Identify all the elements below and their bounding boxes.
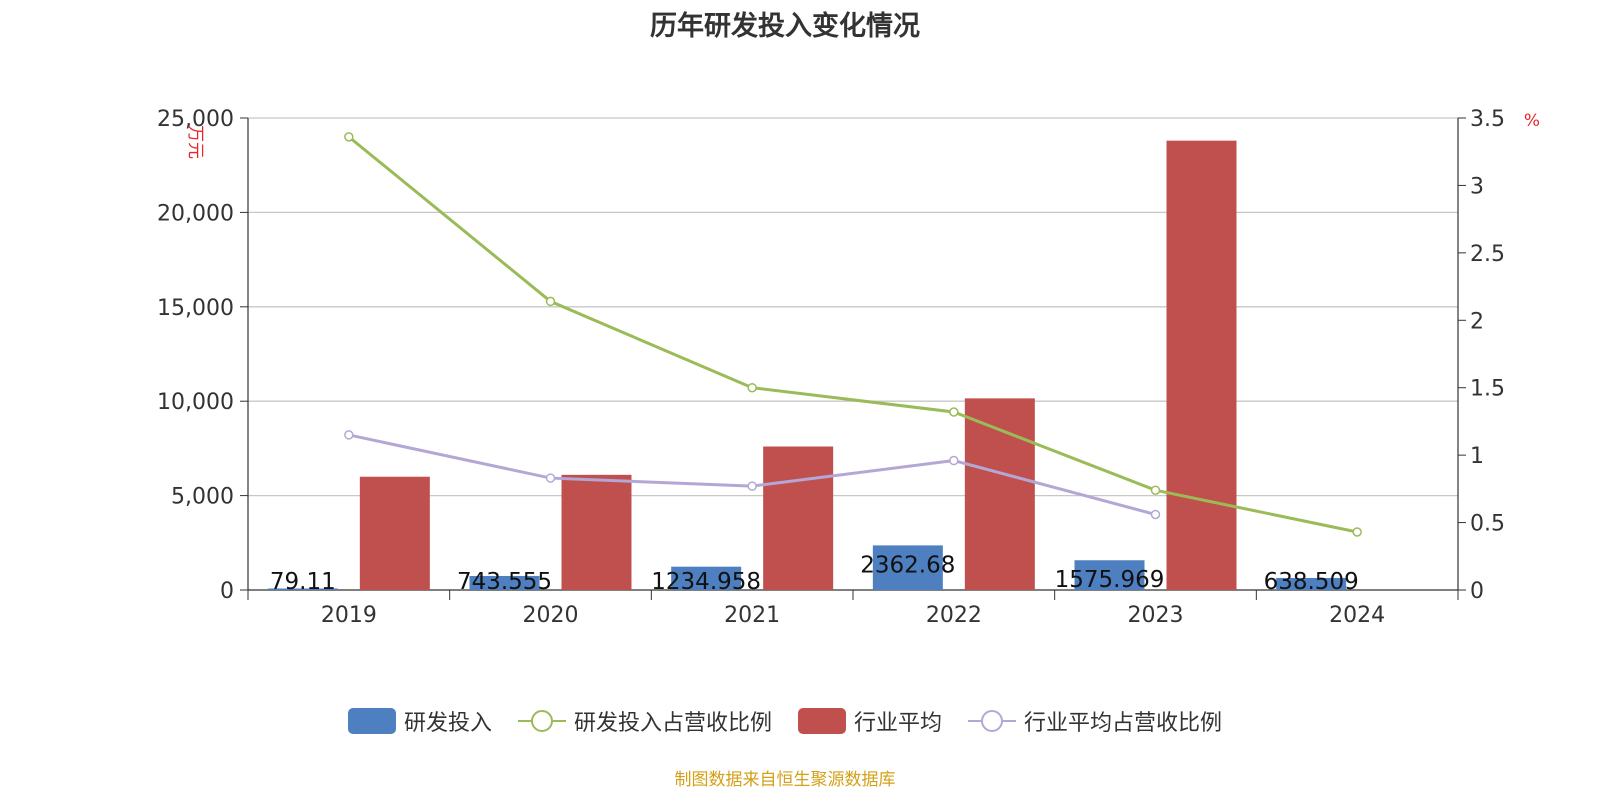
bar-rd-investment bbox=[671, 566, 742, 590]
bar-industry-average bbox=[359, 476, 430, 590]
line-rd-ratio-point bbox=[545, 296, 556, 307]
legend-item-rd-investment[interactable]: 研发投入 bbox=[347, 705, 492, 737]
y-left-tick-label: 0 bbox=[220, 579, 234, 604]
y-right-tick-label: 0.5 bbox=[1470, 512, 1505, 537]
y-right-tick-label: 0 bbox=[1470, 579, 1484, 604]
data-label-rd-investment: 2362.68 bbox=[860, 552, 955, 578]
data-label-rd-investment: 743.555 bbox=[457, 569, 552, 595]
bar-rd-investment bbox=[1276, 577, 1347, 590]
line-rd-ratio bbox=[347, 135, 1358, 534]
x-tick-label: 2023 bbox=[1128, 603, 1184, 628]
legend-item-industry-average[interactable]: 行业平均 bbox=[798, 705, 942, 737]
y-right-tick-label: 2 bbox=[1470, 309, 1484, 334]
bar-rd-investment bbox=[1074, 560, 1145, 590]
data-label-rd-investment: 1575.969 bbox=[1055, 567, 1165, 593]
line-rd-ratio-point bbox=[1352, 527, 1362, 537]
x-tick-label: 2019 bbox=[321, 603, 377, 628]
legend-line-industry-ratio-icon bbox=[968, 710, 1017, 732]
y-left-tick-label: 10,000 bbox=[157, 390, 234, 415]
legend-label-industry-average: 行业平均 bbox=[854, 711, 943, 736]
y-right-tick-label: 3 bbox=[1470, 174, 1484, 199]
legend-swatch-rd-investment bbox=[347, 708, 396, 734]
y-right-tick-label: 1.5 bbox=[1470, 377, 1505, 402]
chart-plot: 0 5,000 10,000 15,000 20,000 25,000 0 0.5 1 1.5 2 2… bbox=[157, 107, 1540, 628]
legend-item-industry-ratio[interactable]: 行业平均占营收比例 bbox=[968, 705, 1222, 737]
chart-title: 历年研发投入变化情况 bbox=[650, 11, 920, 42]
y-left-tick-label: 5,000 bbox=[171, 485, 234, 510]
bar-rd-investment bbox=[267, 588, 338, 590]
x-tick-label: 2024 bbox=[1329, 603, 1385, 628]
source-note: 制图数据来自恒生聚源数据库 bbox=[674, 770, 896, 790]
bar-industry-average bbox=[964, 398, 1035, 590]
bar-industry-average bbox=[561, 474, 632, 590]
y-left-tick-label: 15,000 bbox=[157, 296, 234, 321]
y-left-tick-label: 25,000 bbox=[157, 107, 234, 132]
line-industry-ratio-point bbox=[747, 481, 757, 491]
x-tick-label: 2020 bbox=[523, 603, 579, 628]
line-industry-ratio-point bbox=[949, 455, 959, 466]
legend-item-rd-ratio[interactable]: 研发投入占营收比例 bbox=[517, 705, 772, 737]
legend-label-industry-ratio: 行业平均占营收比例 bbox=[1024, 711, 1223, 736]
legend-label-rd-ratio: 研发投入占营收比例 bbox=[573, 711, 772, 736]
line-rd-ratio-point bbox=[747, 382, 757, 393]
legend-line-rd-ratio-icon bbox=[517, 710, 566, 732]
y-right-tick-label: 1 bbox=[1470, 444, 1484, 469]
legend-swatch-industry-average bbox=[798, 708, 846, 734]
y-left-tick-label: 20,000 bbox=[157, 201, 234, 226]
bar-industry-average bbox=[763, 446, 834, 590]
y-right-tick-label: 3.5 bbox=[1470, 107, 1505, 132]
y-right-axis-label: % bbox=[1524, 111, 1540, 131]
bar-rd-investment bbox=[469, 575, 540, 590]
legend: 研发投入 研发投入占营收比例 行业平均 行业平均占营收比例 bbox=[0, 705, 1570, 737]
line-industry-ratio-point bbox=[545, 473, 556, 483]
bar-rd-investment bbox=[872, 545, 943, 590]
data-label-rd-investment: 1234.958 bbox=[651, 569, 761, 595]
line-rd-ratio-point bbox=[1150, 485, 1161, 495]
line-rd-ratio-point bbox=[344, 132, 354, 142]
x-tick-label: 2021 bbox=[724, 603, 780, 628]
data-label-rd-investment: 638.509 bbox=[1264, 569, 1359, 595]
x-tick-label: 2022 bbox=[926, 603, 982, 628]
data-label-rd-investment: 79.11 bbox=[270, 569, 336, 595]
line-rd-ratio-point bbox=[949, 407, 959, 417]
line-industry-ratio-point bbox=[1150, 509, 1161, 520]
line-industry-ratio-point bbox=[344, 430, 354, 440]
bar-industry-average bbox=[1166, 140, 1237, 590]
y-right-tick-label: 2.5 bbox=[1470, 242, 1505, 267]
legend-label-rd-investment: 研发投入 bbox=[403, 711, 492, 736]
y-left-axis-label: 万元 bbox=[185, 125, 205, 159]
